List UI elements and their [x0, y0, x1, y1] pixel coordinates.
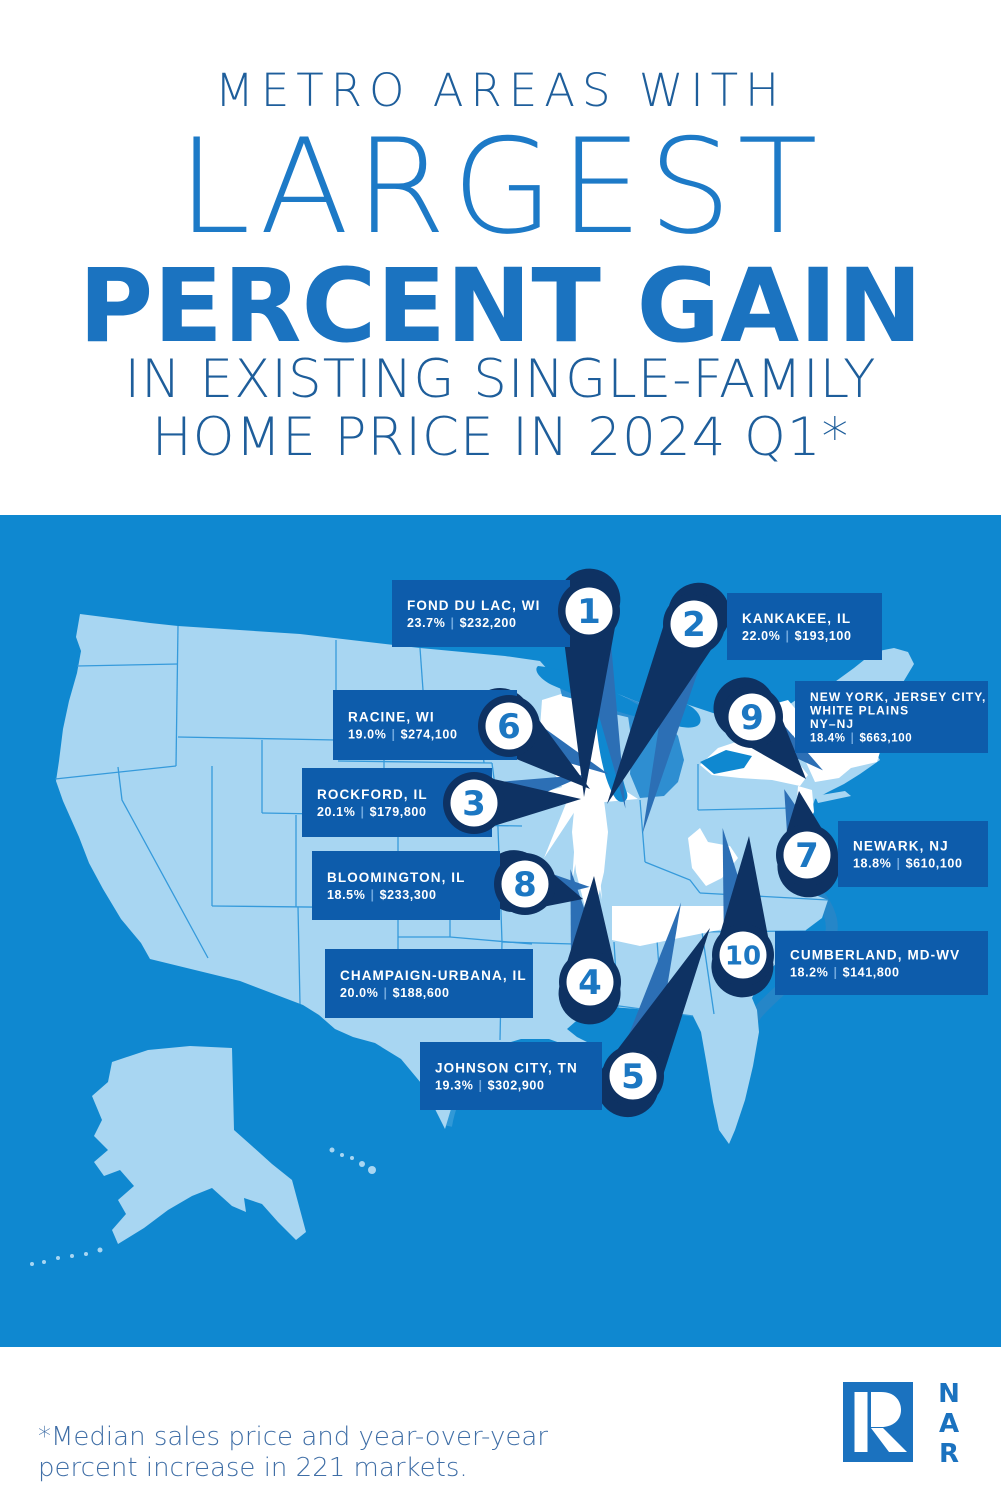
title-line-home-price: HOME PRICE IN 2024 Q1* — [151, 407, 850, 468]
label-city-2: KANKAKEE, IL — [742, 611, 851, 626]
logo-r-stem — [854, 1392, 868, 1452]
label-stats-2: 22.0% | $193,100 — [742, 629, 852, 643]
map-pin-6: 6 — [478, 695, 540, 757]
pin-disc-3 — [450, 779, 498, 827]
pin-number-1: 1 — [577, 592, 601, 632]
map-pin-10: 10 — [712, 924, 774, 986]
nar-realtor-logo — [843, 1382, 913, 1462]
title-line-largest: LARGEST — [177, 110, 824, 263]
title-line-existing-single-family: IN EXISTING SINGLE-FAMILY — [124, 349, 877, 410]
label-city-5: JOHNSON CITY, TN — [435, 1061, 578, 1076]
label-stats-8: 18.5% | $233,300 — [327, 888, 437, 902]
footnote: *Median sales price and year-over-year p… — [38, 1422, 548, 1484]
pin-number-9: 9 — [740, 698, 764, 738]
pin-disc-2 — [670, 600, 718, 648]
label-box-9 — [795, 681, 988, 753]
logo-r-bowl — [871, 1392, 901, 1427]
title-line-percent-gain: PERCENT GAIN — [78, 247, 923, 366]
metro-label-8: BLOOMINGTON, IL 18.5% | $233,300 — [312, 851, 500, 920]
label-stats-5: 19.3% | $302,900 — [435, 1079, 545, 1093]
metro-label-2: KANKAKEE, IL 22.0% | $193,100 — [727, 593, 882, 660]
footnote-line-1: *Median sales price and year-over-year — [38, 1422, 548, 1452]
label-city-4: CHAMPAIGN-URBANA, IL — [340, 968, 527, 983]
label-city-9: NEW YORK, JERSEY CITY, — [810, 690, 986, 704]
pin-number-4: 4 — [578, 963, 602, 1003]
pin-disc-8 — [501, 860, 549, 908]
nar-letter-a: A — [938, 1409, 960, 1439]
lake-erie — [700, 750, 752, 774]
metro-label-10: CUMBERLAND, MD-WV 18.2% | $141,800 — [775, 931, 988, 995]
map-pin-5: 5 — [602, 1045, 664, 1107]
logo-r-leg — [871, 1428, 907, 1452]
map-pin-8: 8 — [494, 853, 556, 915]
pin-disc-10 — [719, 931, 767, 979]
pin-number-heads: 1 2 3 4 5 6 7 8 9 10 — [443, 580, 838, 1107]
label-city-10: CUMBERLAND, MD-WV — [790, 948, 960, 963]
metro-label-7: NEWARK, NJ 18.8% | $610,100 — [838, 821, 988, 887]
map-pin-1: 1 — [558, 580, 620, 642]
label-city-9: WHITE PLAINS — [810, 703, 909, 717]
label-stats-9: 18.4% | $663,100 — [810, 732, 912, 744]
map-pin-3: 3 — [443, 772, 505, 834]
pin-number-3: 3 — [462, 784, 486, 824]
state-hawaii — [329, 1147, 376, 1174]
label-box-10 — [775, 931, 988, 995]
state-borders — [54, 625, 829, 1041]
label-stats-7: 18.8% | $610,100 — [853, 857, 963, 871]
footnote-line-2: percent increase in 221 markets. — [38, 1453, 468, 1483]
label-city-9: NY–NJ — [810, 717, 854, 731]
label-city-8: BLOOMINGTON, IL — [327, 870, 466, 885]
us-map-svg: FOND DU LAC, WI 23.7% | $232,200 KANKAKEE, I… — [0, 515, 1001, 1347]
metro-label-5: JOHNSON CITY, TN 19.3% | $302,900 — [420, 1042, 602, 1110]
state-alaska — [30, 1046, 306, 1266]
metro-label-9: NEW YORK, JERSEY CITY,WHITE PLAINSNY–NJ1… — [795, 681, 988, 753]
pin-number-2: 2 — [682, 605, 706, 645]
label-box-7 — [838, 821, 988, 887]
label-city-3: ROCKFORD, IL — [317, 787, 428, 802]
pin-number-8: 8 — [513, 865, 537, 905]
label-stats-4: 20.0% | $188,600 — [340, 986, 450, 1000]
label-stats-1: 23.7% | $232,200 — [407, 616, 517, 630]
pin-disc-7 — [783, 831, 831, 879]
label-city-1: FOND DU LAC, WI — [407, 598, 541, 613]
map-pin-7: 7 — [776, 824, 838, 886]
label-box-2 — [727, 593, 882, 660]
nar-letter-n: N — [938, 1379, 960, 1409]
label-box-5 — [420, 1042, 602, 1110]
pin-disc-5 — [609, 1052, 657, 1100]
map-pin-4: 4 — [559, 951, 621, 1013]
pin-number-10: 10 — [725, 942, 761, 972]
us-map-section: FOND DU LAC, WI 23.7% | $232,200 KANKAKEE, I… — [0, 515, 1001, 1347]
pin-number-7: 7 — [795, 836, 819, 876]
pin-number-6: 6 — [497, 707, 521, 747]
label-city-6: RACINE, WI — [348, 710, 435, 725]
metro-label-4: CHAMPAIGN-URBANA, IL 20.0% | $188,600 — [325, 949, 533, 1018]
map-pin-2: 2 — [663, 593, 725, 655]
map-pin-9: 9 — [721, 686, 783, 748]
label-stats-3: 20.1% | $179,800 — [317, 805, 427, 819]
pin-number-5: 5 — [621, 1057, 645, 1097]
pin-disc-4 — [566, 958, 614, 1006]
nar-letter-r: R — [938, 1439, 960, 1469]
label-box-8 — [312, 851, 500, 920]
state-illinois — [572, 800, 608, 907]
metro-label-1: FOND DU LAC, WI 23.7% | $232,200 — [392, 580, 570, 647]
label-box-4 — [325, 949, 533, 1018]
pin-disc-9 — [728, 693, 776, 741]
long-island — [815, 791, 851, 803]
pin-disc-1 — [565, 587, 613, 635]
label-stats-6: 19.0% | $274,100 — [348, 728, 458, 742]
label-city-7: NEWARK, NJ — [853, 839, 949, 854]
label-stats-10: 18.2% | $141,800 — [790, 966, 900, 980]
title-line-metro-areas: METRO AREAS WITH — [215, 64, 786, 117]
pin-disc-6 — [485, 702, 533, 750]
label-box-1 — [392, 580, 570, 647]
